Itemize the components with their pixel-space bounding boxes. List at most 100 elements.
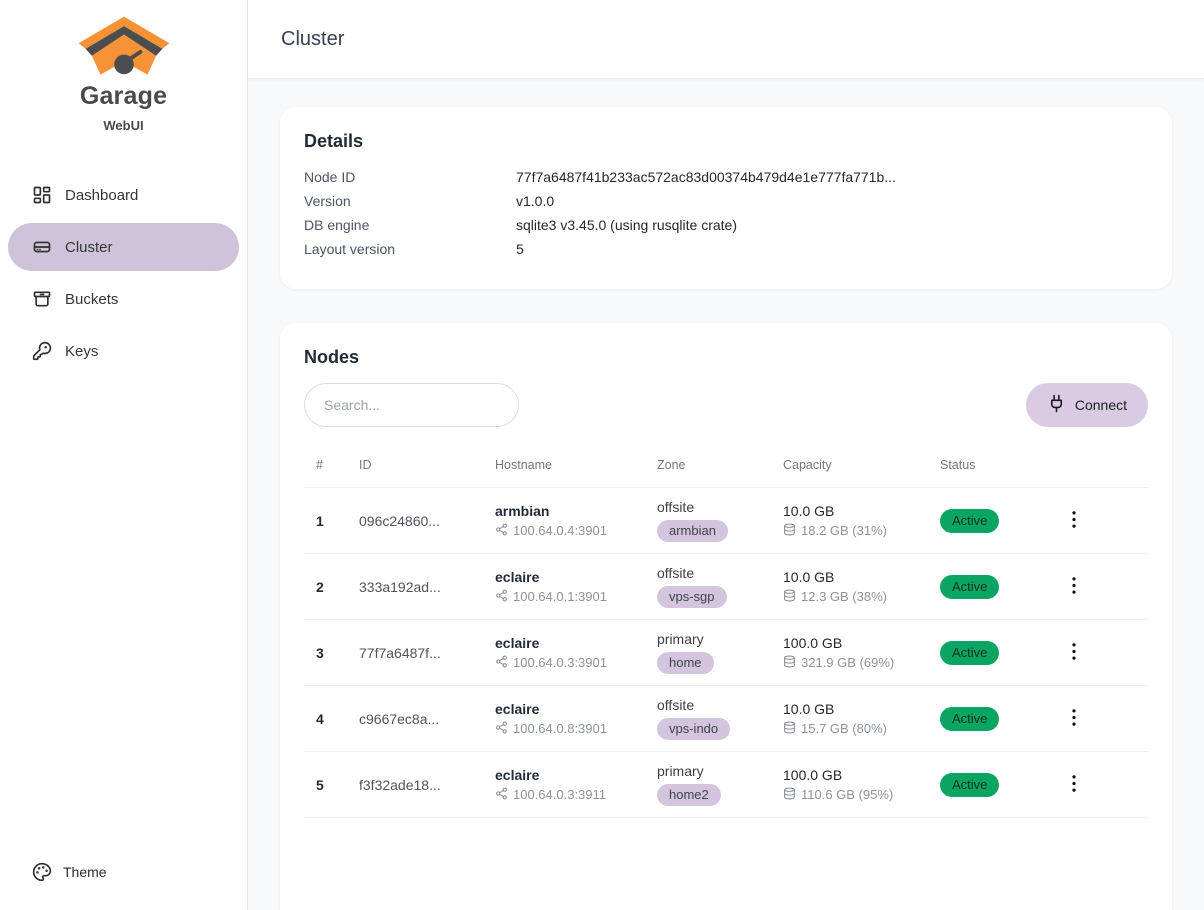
sidebar-item-buckets[interactable]: Buckets	[8, 275, 239, 323]
node-capacity: 10.0 GB	[783, 568, 835, 585]
node-id: 096c24860...	[347, 487, 483, 554]
detail-value: 77f7a6487f41b233ac572ac83d00374b479d4e1e…	[516, 169, 896, 185]
node-index: 2	[304, 553, 347, 620]
detail-value: sqlite3 v3.45.0 (using rusqlite crate)	[516, 217, 737, 233]
node-id: 333a192ad...	[347, 553, 483, 620]
sidebar-item-cluster[interactable]: Cluster	[8, 223, 239, 271]
kebab-icon	[1071, 708, 1077, 729]
dashboard-icon	[32, 185, 52, 205]
column-header-hostname: Hostname	[483, 446, 645, 488]
status-badge: Active	[940, 574, 1000, 599]
node-zone: offsite	[657, 565, 695, 581]
kebab-icon	[1071, 576, 1077, 597]
table-row: 3 77f7a6487f... eclaire	[304, 619, 1148, 686]
share-nodes-icon	[495, 589, 508, 605]
detail-label: Version	[304, 193, 351, 209]
page-title: Cluster	[281, 27, 345, 50]
kebab-icon	[1071, 774, 1077, 795]
node-used: 321.9 GB (69%)	[801, 655, 895, 670]
garage-logo-icon	[77, 16, 171, 80]
node-used: 12.3 GB (38%)	[801, 589, 887, 604]
row-menu-button[interactable]	[1067, 705, 1081, 733]
sidebar-item-keys[interactable]: Keys	[8, 327, 239, 375]
brand-title: Garage	[79, 82, 168, 110]
column-header-id: ID	[347, 446, 483, 488]
sidebar-nav: Dashboard Cluster Buckets	[0, 171, 247, 375]
row-menu-button[interactable]	[1067, 771, 1081, 799]
node-zone: primary	[657, 631, 704, 647]
share-nodes-icon	[495, 655, 508, 671]
table-row: 4 c9667ec8a... eclaire	[304, 685, 1148, 752]
node-address: 100.64.0.3:3901	[513, 655, 607, 670]
node-address: 100.64.0.1:3901	[513, 589, 607, 604]
node-index: 3	[304, 619, 347, 686]
zone-tag-badge: home	[657, 652, 714, 674]
brand-subtitle: WebUI	[103, 118, 144, 133]
top-header: Cluster	[248, 0, 1204, 79]
node-id: c9667ec8a...	[347, 685, 483, 752]
table-row: 1 096c24860... armbian	[304, 487, 1148, 554]
theme-button[interactable]: Theme	[8, 850, 239, 894]
database-icon	[783, 523, 796, 539]
detail-row: DB engine sqlite3 v3.45.0 (using rusqlit…	[304, 213, 1148, 237]
table-header-row: # ID Hostname Zone Capacity Status	[304, 446, 1148, 488]
detail-label: Node ID	[304, 169, 356, 185]
row-menu-button[interactable]	[1067, 639, 1081, 667]
node-id: 77f7a6487f...	[347, 619, 483, 686]
archive-icon	[32, 289, 52, 309]
node-capacity: 100.0 GB	[783, 766, 843, 783]
node-capacity: 100.0 GB	[783, 634, 843, 651]
database-icon	[783, 655, 796, 671]
sidebar: Garage WebUI Dashboard Cluster	[0, 0, 248, 910]
details-card: Details Node ID 77f7a6487f41b233ac572ac8…	[280, 107, 1172, 289]
kebab-icon	[1071, 642, 1077, 663]
brand: Garage WebUI	[0, 0, 247, 133]
status-badge: Active	[940, 706, 1000, 731]
node-used: 15.7 GB (80%)	[801, 721, 887, 736]
column-header-actions	[1055, 446, 1148, 488]
key-icon	[32, 341, 52, 361]
status-badge: Active	[940, 508, 1000, 533]
table-row: 2 333a192ad... eclaire	[304, 553, 1148, 620]
detail-value: 5	[516, 241, 524, 257]
palette-icon	[32, 862, 52, 882]
database-icon	[783, 787, 796, 803]
node-zone: offsite	[657, 499, 695, 515]
sidebar-item-dashboard[interactable]: Dashboard	[8, 171, 239, 219]
detail-label: DB engine	[304, 217, 370, 233]
node-hostname: armbian	[495, 502, 550, 519]
detail-row: Node ID 77f7a6487f41b233ac572ac83d00374b…	[304, 165, 1148, 189]
row-menu-button[interactable]	[1067, 507, 1081, 535]
kebab-icon	[1071, 510, 1077, 531]
sidebar-item-label: Buckets	[65, 290, 119, 308]
sidebar-item-label: Cluster	[65, 238, 113, 256]
table-row: 5 f3f32ade18... eclaire	[304, 751, 1148, 818]
node-hostname: eclaire	[495, 634, 540, 651]
share-nodes-icon	[495, 787, 508, 803]
row-menu-button[interactable]	[1067, 573, 1081, 601]
database-icon	[783, 721, 796, 737]
nodes-card: Nodes Connect	[280, 323, 1172, 910]
node-used: 18.2 GB (31%)	[801, 523, 887, 538]
sidebar-item-label: Keys	[65, 342, 99, 360]
node-zone: primary	[657, 763, 704, 779]
detail-value: v1.0.0	[516, 193, 555, 209]
share-nodes-icon	[495, 523, 508, 539]
column-header-zone: Zone	[645, 446, 771, 488]
node-capacity: 10.0 GB	[783, 700, 835, 717]
search-input[interactable]	[304, 383, 519, 427]
theme-label: Theme	[63, 864, 107, 880]
node-address: 100.64.0.8:3901	[513, 721, 607, 736]
status-badge: Active	[940, 772, 1000, 797]
node-hostname: eclaire	[495, 568, 540, 585]
main-area: Cluster Details Node ID 77f7a6487f41b233…	[248, 0, 1204, 910]
node-zone: offsite	[657, 697, 695, 713]
node-used: 110.6 GB (95%)	[801, 787, 894, 802]
detail-row: Layout version 5	[304, 237, 1148, 261]
connect-button[interactable]: Connect	[1025, 383, 1148, 427]
database-icon	[783, 589, 796, 605]
detail-label: Layout version	[304, 241, 396, 257]
status-badge: Active	[940, 640, 1000, 665]
node-id: f3f32ade18...	[347, 751, 483, 818]
connect-label: Connect	[1074, 397, 1127, 413]
